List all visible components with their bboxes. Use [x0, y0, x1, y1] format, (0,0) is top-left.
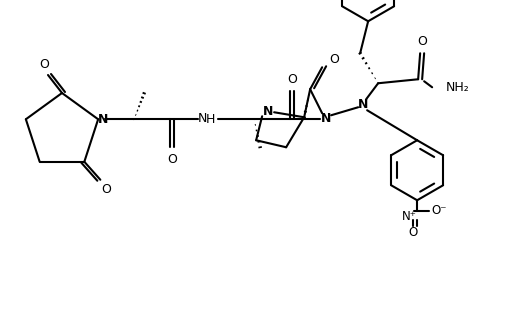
Text: N: N [98, 113, 109, 126]
Text: O: O [102, 183, 111, 196]
Text: N: N [358, 98, 368, 111]
Text: N: N [197, 112, 207, 125]
Text: H: H [205, 113, 215, 126]
Text: O⁻: O⁻ [431, 204, 447, 217]
Text: N: N [321, 112, 331, 125]
Text: NH₂: NH₂ [446, 81, 470, 94]
Text: O: O [39, 58, 49, 72]
Text: O: O [287, 73, 297, 86]
Text: N⁺: N⁺ [402, 210, 417, 223]
Text: N: N [263, 105, 273, 118]
Text: O: O [417, 35, 427, 48]
Text: O: O [329, 53, 339, 66]
Text: O: O [167, 153, 177, 166]
Text: O: O [409, 226, 418, 239]
